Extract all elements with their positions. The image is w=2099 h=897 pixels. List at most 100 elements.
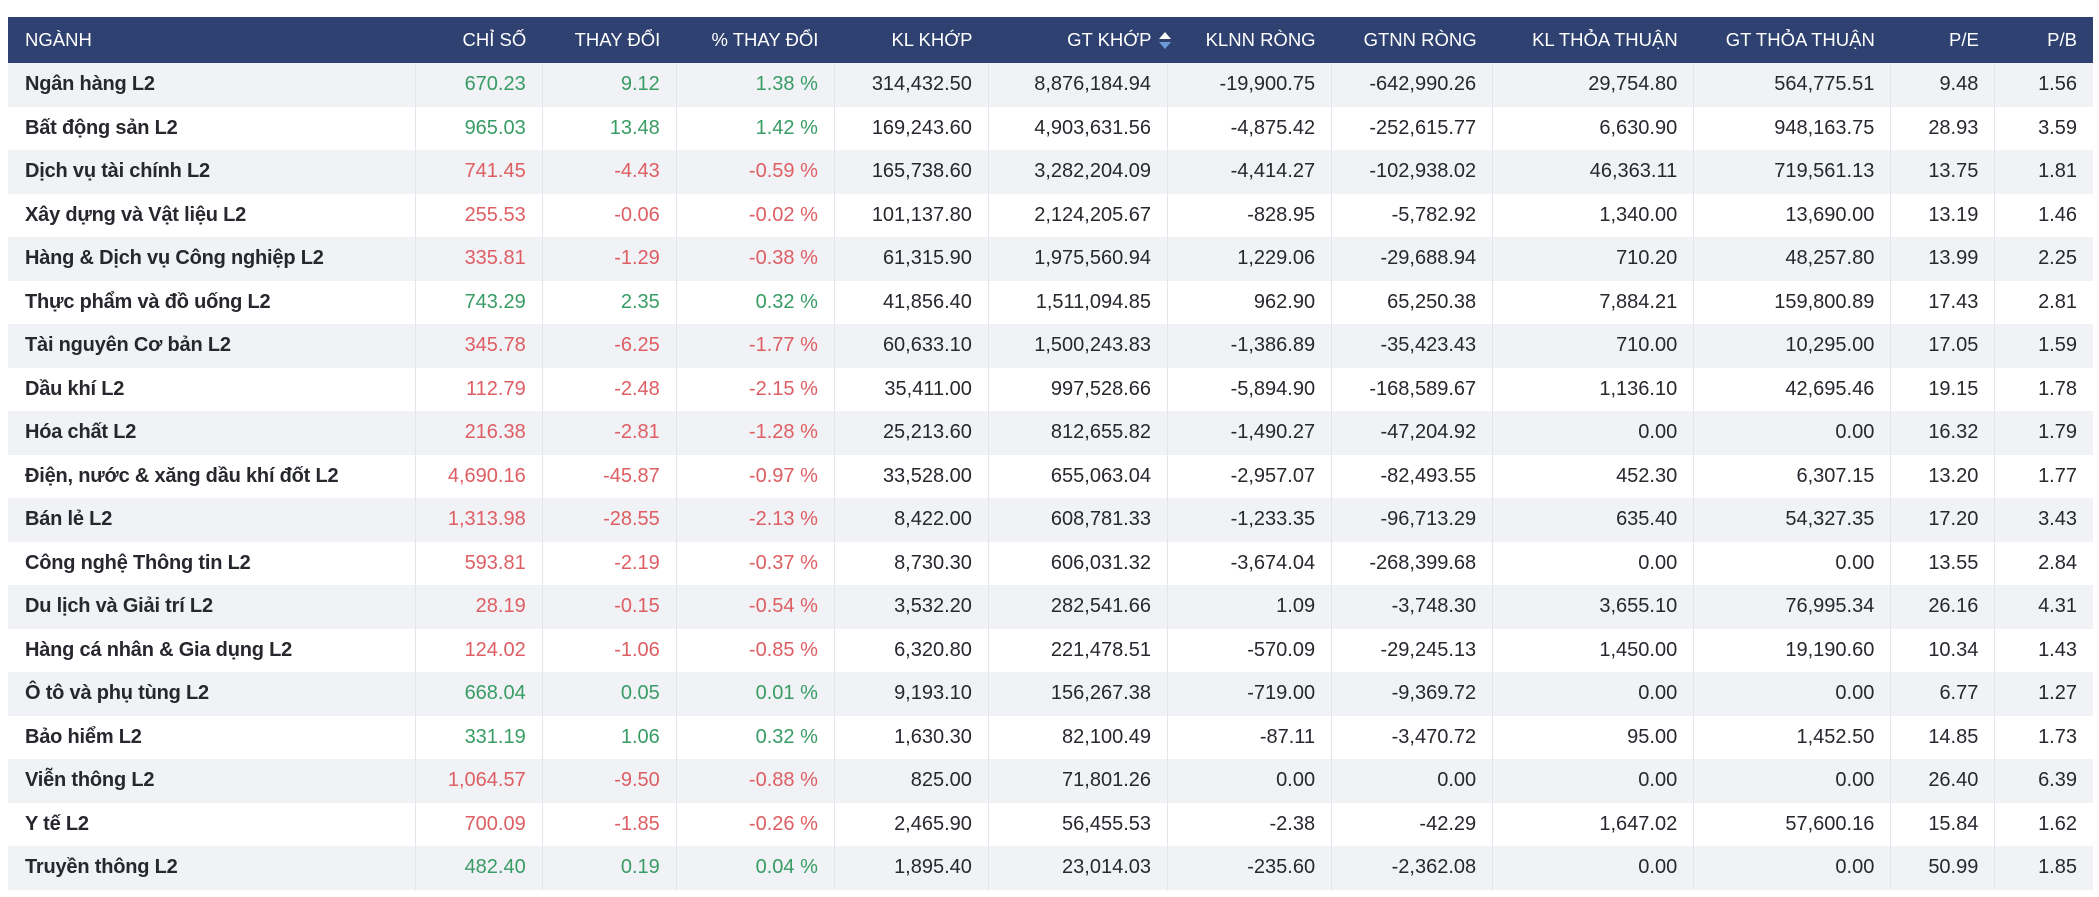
table-body: Ngân hàng L2 670.23 9.12 1.38 % 314,432.50 8,… (8, 63, 2093, 890)
cell-foreign_net_volume: -1,386.89 (1167, 324, 1333, 368)
table-row[interactable]: Truyền thông L2 482.40 0.19 0.04 % 1,895.40 2… (8, 846, 2093, 890)
cell-pe: 13.19 (1890, 193, 1996, 237)
cell-deal_volume: 1,450.00 (1492, 628, 1695, 672)
cell-sector: Hàng cá nhân & Gia dụng L2 (8, 628, 416, 672)
cell-pct_change: 1.38 % (676, 63, 835, 107)
cell-deal_value: 1,452.50 (1693, 715, 1892, 759)
cell-change: -1.06 (542, 628, 677, 672)
cell-pct_change: 0.04 % (676, 846, 835, 890)
cell-foreign_net_volume: -4,875.42 (1167, 106, 1333, 150)
cell-pct_change: -0.59 % (676, 150, 835, 194)
table-row[interactable]: Dầu khí L2 112.79 -2.48 -2.15 % 35,411.00 997… (8, 367, 2093, 411)
cell-sector: Điện, nước & xăng dầu khí đốt L2 (8, 454, 416, 498)
cell-matched_volume: 35,411.00 (834, 367, 989, 411)
cell-foreign_net_volume: -2,957.07 (1167, 454, 1333, 498)
cell-change: 0.05 (542, 672, 677, 716)
cell-sector: Dầu khí L2 (8, 367, 416, 411)
table-row[interactable]: Hàng & Dịch vụ Công nghiệp L2 335.81 -1.29… (8, 237, 2093, 281)
table-row[interactable]: Xây dựng và Vật liệu L2 255.53 -0.06 -0.02 … (8, 193, 2093, 237)
cell-foreign_net_value: -9,369.72 (1331, 672, 1494, 716)
cell-foreign_net_value: 65,250.38 (1331, 280, 1494, 324)
cell-foreign_net_volume: 1,229.06 (1167, 237, 1333, 281)
cell-deal_volume: 3,655.10 (1492, 585, 1695, 629)
cell-pct_change: -1.77 % (676, 324, 835, 368)
cell-deal_volume: 7,884.21 (1492, 280, 1695, 324)
cell-deal_volume: 0.00 (1492, 411, 1695, 455)
table-row[interactable]: Bảo hiểm L2 331.19 1.06 0.32 % 1,630.30 82,10… (8, 715, 2093, 759)
cell-pb: 1.78 (1994, 367, 2093, 411)
column-header-label: % THAY ĐỔI (711, 29, 819, 50)
cell-pe: 15.84 (1890, 802, 1996, 846)
column-header-foreign_net_volume[interactable]: KLNN RÒNG (1167, 17, 1332, 63)
cell-foreign_net_volume: -1,490.27 (1167, 411, 1333, 455)
column-header-matched_value[interactable]: GT KHỚP (988, 17, 1171, 63)
cell-deal_value: 0.00 (1693, 411, 1892, 455)
cell-deal_value: 0.00 (1693, 846, 1892, 890)
column-header-change[interactable]: THAY ĐỔI (542, 17, 677, 63)
table-row[interactable]: Tài nguyên Cơ bản L2 345.78 -6.25 -1.77 % 60… (8, 324, 2093, 368)
column-header-index[interactable]: CHỈ SỐ (415, 17, 543, 63)
column-header-sector[interactable]: NGÀNH (8, 17, 416, 63)
cell-matched_volume: 25,213.60 (834, 411, 989, 455)
cell-sector: Y tế L2 (8, 802, 416, 846)
cell-deal_value: 13,690.00 (1693, 193, 1892, 237)
sort-asc-desc-icon[interactable] (1158, 31, 1172, 49)
cell-index: 28.19 (415, 585, 543, 629)
table-row[interactable]: Công nghệ Thông tin L2 593.81 -2.19 -0.37 %… (8, 541, 2093, 585)
table-row[interactable]: Bất động sản L2 965.03 13.48 1.42 % 169,243.… (8, 106, 2093, 150)
cell-deal_value: 48,257.80 (1693, 237, 1892, 281)
cell-matched_value: 606,031.32 (988, 541, 1169, 585)
cell-matched_value: 8,876,184.94 (988, 63, 1169, 107)
cell-deal_volume: 6,630.90 (1492, 106, 1695, 150)
table-row[interactable]: Dịch vụ tài chính L2 741.45 -4.43 -0.59 % 16… (8, 150, 2093, 194)
table-row[interactable]: Thực phẩm và đồ uống L2 743.29 2.35 0.32 % 4… (8, 280, 2093, 324)
cell-deal_value: 6,307.15 (1693, 454, 1892, 498)
column-header-deal_value[interactable]: GT THỎA THUẬN (1693, 17, 1891, 63)
cell-foreign_net_value: -2,362.08 (1331, 846, 1494, 890)
cell-pb: 3.59 (1994, 106, 2093, 150)
column-header-pb[interactable]: P/B (1994, 17, 2093, 63)
column-header-foreign_net_value[interactable]: GTNN RÒNG (1331, 17, 1493, 63)
cell-pb: 6.39 (1994, 759, 2093, 803)
cell-pe: 13.75 (1890, 150, 1996, 194)
table-row[interactable]: Bán lẻ L2 1,313.98 -28.55 -2.13 % 8,422.00 60… (8, 498, 2093, 542)
table-row[interactable]: Điện, nước & xăng dầu khí đốt L2 4,690.16… (8, 454, 2093, 498)
cell-matched_volume: 8,730.30 (834, 541, 989, 585)
cell-index: 965.03 (415, 106, 543, 150)
cell-matched_value: 1,500,243.83 (988, 324, 1169, 368)
table-row[interactable]: Y tế L2 700.09 -1.85 -0.26 % 2,465.90 56,455.… (8, 802, 2093, 846)
column-header-label: GTNN RÒNG (1363, 29, 1477, 50)
cell-pb: 1.85 (1994, 846, 2093, 890)
cell-matched_value: 3,282,204.09 (988, 150, 1169, 194)
cell-change: -1.85 (542, 802, 677, 846)
table-row[interactable]: Ô tô và phụ tùng L2 668.04 0.05 0.01 % 9,193… (8, 672, 2093, 716)
cell-foreign_net_volume: -235.60 (1167, 846, 1333, 890)
cell-matched_volume: 165,738.60 (834, 150, 989, 194)
cell-pb: 2.84 (1994, 541, 2093, 585)
column-header-pe[interactable]: P/E (1890, 17, 1995, 63)
cell-change: 1.06 (542, 715, 677, 759)
cell-deal_volume: 46,363.11 (1492, 150, 1695, 194)
table-row[interactable]: Hàng cá nhân & Gia dụng L2 124.02 -1.06 -0.… (8, 628, 2093, 672)
cell-change: -0.06 (542, 193, 677, 237)
table-row[interactable]: Du lịch và Giải trí L2 28.19 -0.15 -0.54 % 3… (8, 585, 2093, 629)
cell-sector: Xây dựng và Vật liệu L2 (8, 193, 416, 237)
table-row[interactable]: Hóa chất L2 216.38 -2.81 -1.28 % 25,213.60 81… (8, 411, 2093, 455)
column-header-matched_volume[interactable]: KL KHỚP (834, 17, 989, 63)
table-row[interactable]: Viễn thông L2 1,064.57 -9.50 -0.88 % 825.00 7… (8, 759, 2093, 803)
cell-foreign_net_value: -252,615.77 (1331, 106, 1494, 150)
cell-matched_volume: 33,528.00 (834, 454, 989, 498)
column-header-pct_change[interactable]: % THAY ĐỔI (676, 17, 835, 63)
cell-matched_volume: 61,315.90 (834, 237, 989, 281)
cell-change: -2.81 (542, 411, 677, 455)
column-header-deal_volume[interactable]: KL THỎA THUẬN (1492, 17, 1694, 63)
cell-foreign_net_volume: -4,414.27 (1167, 150, 1333, 194)
cell-deal_value: 564,775.51 (1693, 63, 1892, 107)
cell-pct_change: -0.85 % (676, 628, 835, 672)
cell-pct_change: -0.88 % (676, 759, 835, 803)
cell-matched_value: 812,655.82 (988, 411, 1169, 455)
cell-deal_value: 948,163.75 (1693, 106, 1892, 150)
cell-pct_change: -2.13 % (676, 498, 835, 542)
table-row[interactable]: Ngân hàng L2 670.23 9.12 1.38 % 314,432.50 8,… (8, 63, 2093, 107)
cell-matched_volume: 2,465.90 (834, 802, 989, 846)
